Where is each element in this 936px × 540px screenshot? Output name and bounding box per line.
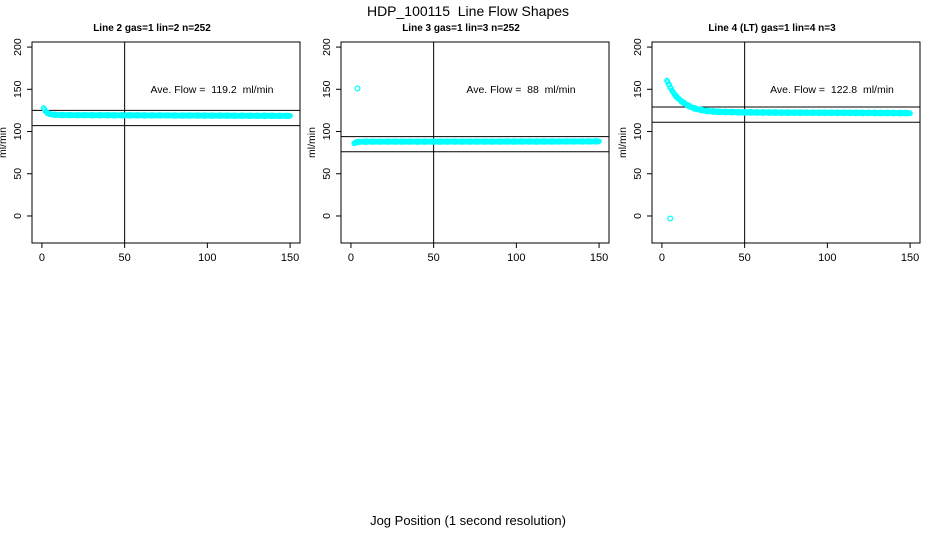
svg-text:100: 100: [321, 123, 333, 141]
svg-text:150: 150: [321, 80, 333, 98]
svg-text:100: 100: [12, 123, 24, 141]
y-axis-title: ml/min: [617, 127, 629, 158]
reference-lines: [652, 42, 920, 243]
plot-box: [340, 41, 610, 244]
y-axis: 0 50 100 150 200: [12, 38, 32, 219]
svg-text:150: 150: [12, 80, 24, 98]
svg-text:0: 0: [659, 252, 665, 264]
svg-text:200: 200: [632, 38, 644, 56]
data-points: [40, 105, 293, 120]
svg-text:0: 0: [12, 213, 24, 219]
shared-x-axis-label: Jog Position (1 second resolution): [370, 513, 566, 528]
data-points: [351, 85, 602, 147]
annotation-ave-flow-line3: Ave. Flow = 88 ml/min: [466, 84, 576, 96]
x-axis: 0 50 100 150: [659, 243, 919, 264]
svg-text:50: 50: [428, 252, 440, 264]
annotation-ave-flow-line2: Ave. Flow = 119.2 ml/min: [150, 84, 274, 96]
x-axis: 0 50 100 150: [348, 243, 608, 264]
plot-panel-line4: 0 50 100 150 200 ml/min 0 50 100 150: [617, 38, 921, 264]
main-title: HDP_100115 Line Flow Shapes: [366, 3, 570, 19]
svg-text:150: 150: [901, 252, 919, 264]
y-axis-title: ml/min: [0, 127, 9, 158]
svg-text:150: 150: [281, 252, 299, 264]
svg-text:100: 100: [507, 252, 525, 264]
svg-text:150: 150: [590, 252, 608, 264]
plot-panel-line2: 0 50 100 150 200 ml/min 0 50 100 150: [0, 38, 301, 264]
reference-lines: [32, 42, 300, 243]
y-axis: 0 50 100 150 200: [632, 38, 652, 219]
svg-text:100: 100: [198, 252, 216, 264]
svg-text:100: 100: [632, 123, 644, 141]
svg-text:200: 200: [321, 38, 333, 56]
svg-text:50: 50: [12, 168, 24, 180]
plot-box: [31, 41, 301, 244]
plot-panel-line3: 0 50 100 150 200 ml/min 0 50 100 150: [306, 38, 610, 264]
svg-text:50: 50: [321, 168, 333, 180]
svg-text:0: 0: [321, 213, 333, 219]
panel-title-line2: Line 2 gas=1 lin=2 n=252: [93, 23, 211, 34]
svg-text:100: 100: [818, 252, 836, 264]
data-points: [664, 77, 913, 222]
y-axis: 0 50 100 150 200: [321, 38, 341, 219]
plot-box: [651, 41, 921, 244]
svg-text:50: 50: [739, 252, 751, 264]
x-axis: 0 50 100 150: [39, 243, 299, 264]
annotation-ave-flow-line4: Ave. Flow = 122.8 ml/min: [770, 84, 894, 96]
svg-text:50: 50: [632, 168, 644, 180]
svg-text:0: 0: [39, 252, 45, 264]
panel-title-line3: Line 3 gas=1 lin=3 n=252: [402, 23, 520, 34]
svg-text:50: 50: [119, 252, 131, 264]
svg-text:0: 0: [632, 213, 644, 219]
svg-text:200: 200: [12, 38, 24, 56]
svg-text:0: 0: [348, 252, 354, 264]
y-axis-title: ml/min: [306, 127, 318, 158]
panel-title-line4: Line 4 (LT) gas=1 lin=4 n=3: [708, 23, 836, 34]
svg-text:150: 150: [632, 80, 644, 98]
